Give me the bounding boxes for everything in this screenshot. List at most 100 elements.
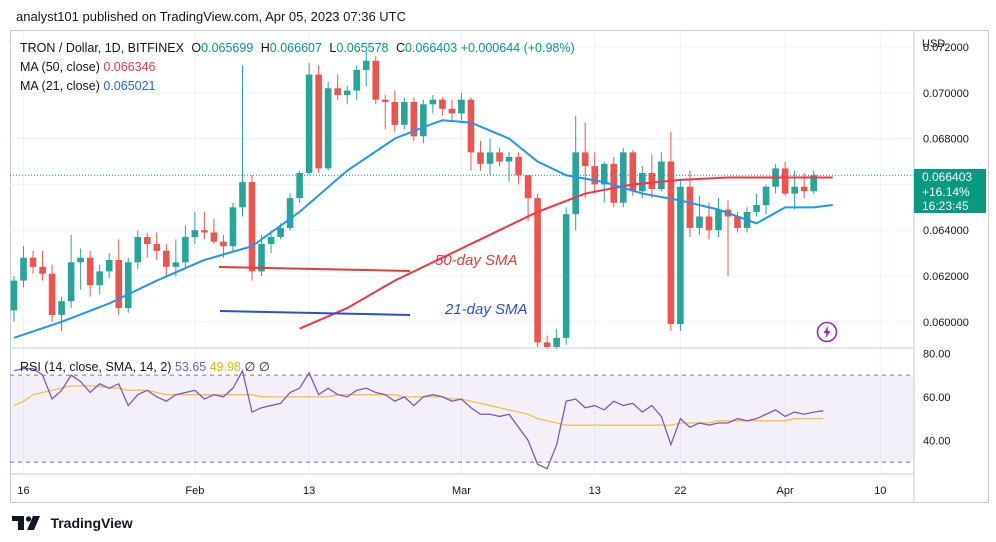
legend-ma21-row[interactable]: MA (21, close) 0.065021 xyxy=(20,77,575,96)
candle-body xyxy=(286,198,294,228)
ohlc-high: H0.066607 xyxy=(260,41,322,55)
time-tick-label: 13 xyxy=(589,485,601,497)
candle-body xyxy=(715,209,722,231)
candle-body xyxy=(762,186,770,206)
rsi-line xyxy=(13,367,824,470)
candle-body xyxy=(553,337,560,347)
candle-body xyxy=(534,198,541,343)
candle-body xyxy=(420,104,427,137)
price-tick-label: 0.062000 xyxy=(923,271,969,283)
candle-body xyxy=(248,182,256,272)
rsi-legend[interactable]: RSI (14, close, SMA, 14, 2) 53.65 49.98 … xyxy=(20,359,270,374)
candle-body xyxy=(401,101,408,125)
annotation-21-day-label[interactable]: 21-day SMA xyxy=(444,301,528,318)
ohlc-open: O0.065699 xyxy=(191,41,254,55)
lightning-alert-icon[interactable] xyxy=(816,321,838,343)
candle-body xyxy=(353,69,361,91)
candle-body xyxy=(134,237,142,263)
candle-body xyxy=(696,216,703,228)
footer: TradingView xyxy=(12,514,133,534)
time-axis[interactable]: 16 Feb 13 Mar 13 22 Apr 10 xyxy=(17,485,886,497)
candle-body xyxy=(277,227,284,238)
candle-body xyxy=(86,257,94,286)
candle-body xyxy=(458,99,465,114)
publish-info: analyst101 published on TradingView.com,… xyxy=(16,9,407,24)
candle-body xyxy=(800,186,808,192)
ma50-label: MA (50, close) xyxy=(20,60,100,74)
candle-body xyxy=(600,163,608,185)
time-tick-label: 10 xyxy=(874,485,886,497)
candle-body xyxy=(543,342,551,347)
candle-body xyxy=(467,99,475,153)
candle-body xyxy=(658,161,665,189)
candle-body xyxy=(381,99,389,102)
candle-body xyxy=(477,152,484,164)
time-tick-label: Apr xyxy=(777,485,794,497)
candle-body xyxy=(201,230,208,233)
time-tick-label: 16 xyxy=(17,485,29,497)
candle-body xyxy=(67,262,75,302)
ohlc-close: C0.066403 xyxy=(396,41,458,55)
candle-body xyxy=(591,166,599,185)
candle-body xyxy=(210,232,218,242)
last-price-tag: 0.066403 +16.14% 16:23:45 xyxy=(914,169,986,213)
candle-body xyxy=(58,301,65,315)
candle-body xyxy=(753,205,760,212)
candle-body xyxy=(334,88,341,96)
legend-ma50-row[interactable]: MA (50, close) 0.066346 xyxy=(20,58,575,77)
publish-header: analyst101 published on TradingView.com,… xyxy=(0,0,996,30)
candle-body xyxy=(239,182,246,208)
price-tick-label: 0.064000 xyxy=(923,225,969,237)
time-tick-label: Feb xyxy=(185,485,204,497)
brand-name: TradingView xyxy=(50,514,133,531)
annotation-50-day-line[interactable] xyxy=(218,266,411,272)
candle-body xyxy=(39,266,46,274)
rsi-tick-label: 80.00 xyxy=(923,348,951,360)
candle-body xyxy=(810,175,817,192)
rsi-value: 53.65 xyxy=(174,360,207,374)
rsi-label: RSI (14, close, SMA, 14, 2) xyxy=(20,360,172,374)
candle-body xyxy=(315,74,322,169)
ma21-label: MA (21, close) xyxy=(20,79,100,93)
bar-countdown: 16:23:45 xyxy=(922,199,969,213)
tradingview-logo-icon xyxy=(12,515,40,530)
candle-body xyxy=(105,259,113,272)
candle-body xyxy=(619,152,627,203)
candle-body xyxy=(705,216,713,231)
time-tick-label: Mar xyxy=(452,485,471,497)
candle-body xyxy=(163,250,170,267)
candle-body xyxy=(505,156,513,162)
candle-body xyxy=(305,74,313,173)
ohlc-change: +0.000644 (+0.98%) xyxy=(460,41,575,55)
candle-body xyxy=(48,273,56,315)
candle-body xyxy=(677,186,684,325)
candles xyxy=(10,51,817,350)
rsi-band xyxy=(10,375,914,463)
symbol-title[interactable]: TRON / Dollar, 1D, BITFINEX xyxy=(20,41,184,55)
candle-body xyxy=(124,262,132,309)
candle-body xyxy=(191,230,199,238)
time-tick-label: 22 xyxy=(674,485,686,497)
candle-body xyxy=(29,257,37,267)
price-tick-label: 0.068000 xyxy=(923,134,969,146)
candle-body xyxy=(515,156,522,176)
candle-body xyxy=(20,257,27,281)
candle-body xyxy=(572,152,579,215)
candle-body xyxy=(343,90,351,96)
candle-body xyxy=(267,237,275,244)
rsi-ma-value: 49.98 xyxy=(209,360,241,374)
annotation-21-day-line[interactable] xyxy=(219,310,411,316)
last-price-value: 0.066403 xyxy=(922,170,973,184)
rsi-axis[interactable]: 80.00 60.00 40.00 xyxy=(923,348,951,447)
currency-label[interactable]: USD xyxy=(922,38,946,50)
candle-body xyxy=(391,101,399,125)
candle-body xyxy=(562,214,570,338)
candle-body xyxy=(524,175,532,199)
rsi-extra-2: ∅ xyxy=(258,360,270,374)
candle-body xyxy=(324,88,332,169)
candle-body xyxy=(629,152,637,192)
annotation-50-day-label[interactable]: 50-day SMA xyxy=(435,252,518,269)
last-price-change: +16.14% xyxy=(922,184,970,199)
candle-body xyxy=(172,262,180,267)
